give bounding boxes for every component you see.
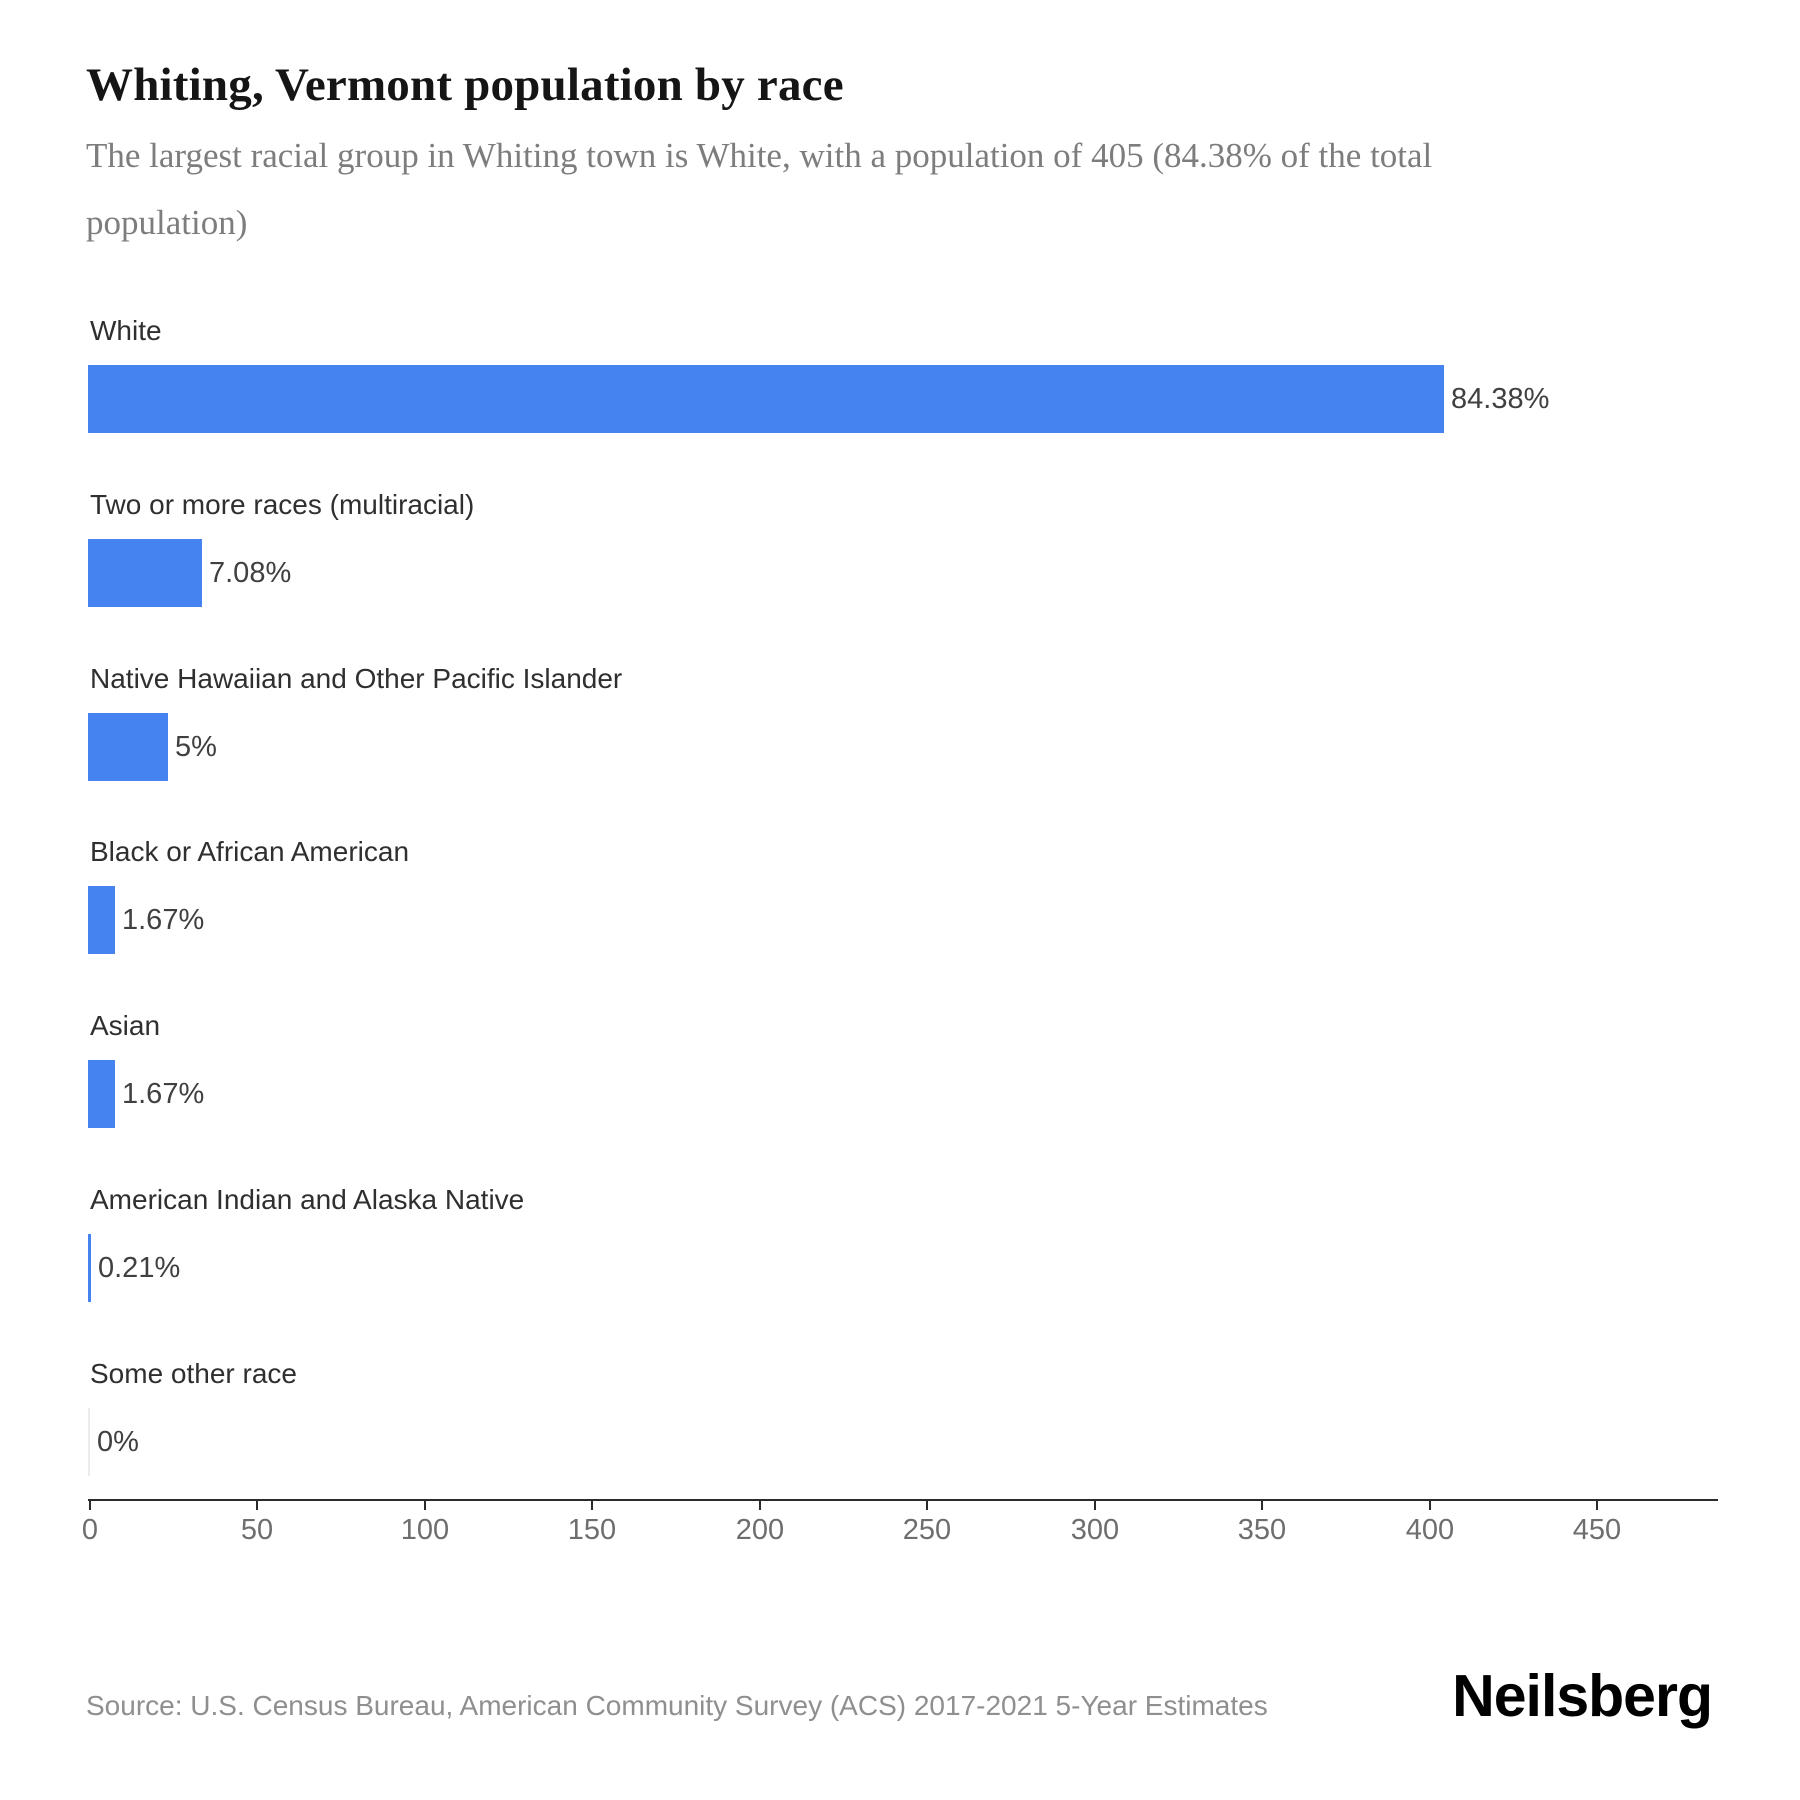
- neilsberg-logo: Neilsberg: [1452, 1663, 1713, 1729]
- source-note: Source: U.S. Census Bureau, American Com…: [86, 1690, 1268, 1721]
- tick-mark: [1094, 1501, 1096, 1510]
- tick-label: 200: [735, 1514, 785, 1546]
- category-label: Some other race: [90, 1358, 297, 1389]
- bar-row: White 84.38%: [88, 313, 1788, 487]
- bar[interactable]: [88, 365, 1444, 433]
- bar-row: Asian 1.67%: [88, 1008, 1788, 1182]
- category-label: Black or African American: [90, 836, 410, 867]
- bar-row: Native Hawaiian and Other Pacific Island…: [88, 661, 1788, 835]
- tick-mark: [424, 1501, 426, 1510]
- bar-row: Two or more races (multiracial) 7.08%: [88, 487, 1788, 661]
- value-label: 0.21%: [98, 1251, 181, 1284]
- bar[interactable]: [88, 1408, 90, 1476]
- tick-mark: [256, 1501, 258, 1510]
- tick-label: 350: [1237, 1514, 1287, 1546]
- value-label: 7.08%: [209, 556, 292, 589]
- value-label: 84.38%: [1451, 382, 1550, 415]
- page-title: Whiting, Vermont population by race: [86, 59, 844, 111]
- bar[interactable]: [88, 886, 115, 954]
- bar[interactable]: [88, 713, 168, 781]
- bar-row: Black or African American 1.67%: [88, 834, 1788, 1008]
- tick-mark: [591, 1501, 593, 1510]
- category-label: Asian: [90, 1010, 161, 1041]
- tick-label: 250: [902, 1514, 952, 1546]
- tick-label: 400: [1405, 1514, 1455, 1546]
- tick-label: 100: [400, 1514, 450, 1546]
- value-label: 5%: [175, 730, 217, 763]
- tick-label: 300: [1070, 1514, 1120, 1546]
- tick-mark: [1429, 1501, 1431, 1510]
- category-label: Native Hawaiian and Other Pacific Island…: [90, 663, 623, 694]
- bar[interactable]: [88, 1234, 91, 1302]
- tick-label: 0: [81, 1514, 99, 1546]
- bar[interactable]: [88, 1060, 115, 1128]
- value-label: 1.67%: [122, 903, 205, 936]
- value-label: 1.67%: [122, 1077, 205, 1110]
- tick-mark: [1261, 1501, 1263, 1510]
- tick-label: 150: [567, 1514, 617, 1546]
- tick-mark: [1596, 1501, 1598, 1510]
- category-label: White: [90, 315, 162, 346]
- bar-row: Some other race 0%: [88, 1356, 1788, 1530]
- page-subtitle: The largest racial group in Whiting town…: [86, 136, 1433, 242]
- tick-mark: [89, 1501, 91, 1510]
- value-label: 0%: [97, 1425, 139, 1458]
- category-label: Two or more races (multiracial): [90, 489, 475, 520]
- tick-mark: [759, 1501, 761, 1510]
- bar-row: American Indian and Alaska Native 0.21%: [88, 1182, 1788, 1356]
- tick-label: 50: [240, 1514, 274, 1546]
- tick-mark: [926, 1501, 928, 1510]
- tick-label: 450: [1572, 1514, 1622, 1546]
- bar[interactable]: [88, 539, 202, 607]
- x-axis-line: [88, 1499, 1718, 1501]
- category-label: American Indian and Alaska Native: [90, 1184, 525, 1215]
